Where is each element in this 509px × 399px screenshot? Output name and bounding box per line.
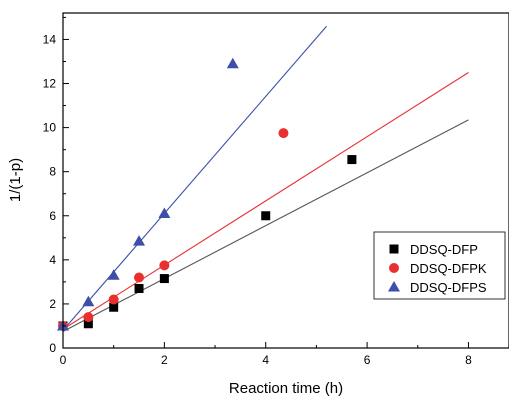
point-series-3-5 xyxy=(158,207,171,219)
point-series-2-2 xyxy=(83,312,94,323)
legend-marker-3 xyxy=(388,281,400,292)
y-tick-label: 4 xyxy=(49,253,56,267)
x-tick-label: 6 xyxy=(364,353,371,367)
plot-frame xyxy=(62,12,509,349)
axis-ticks xyxy=(62,16,469,349)
y-axis-label: 1/(1-p) xyxy=(7,158,24,202)
point-series-1-3 xyxy=(109,302,119,312)
x-tick-label: 2 xyxy=(161,353,168,367)
y-tick-label: 0 xyxy=(49,341,56,355)
legend-label-1: DDSQ-DFP xyxy=(410,242,478,257)
point-series-1-6 xyxy=(261,211,271,221)
x-tick-label: 4 xyxy=(262,353,269,367)
y-tick-label: 2 xyxy=(49,297,56,311)
point-series-1-7 xyxy=(347,155,357,165)
point-series-2-4 xyxy=(134,272,145,283)
tick-labels: 0 2 4 6 8 0 2 4 6 8 10 12 14 xyxy=(43,32,472,367)
y-tick-label: 10 xyxy=(43,121,57,135)
point-series-2-5 xyxy=(159,260,170,271)
point-series-1-2 xyxy=(83,319,93,329)
fit-line-3 xyxy=(62,25,327,331)
point-series-3-2 xyxy=(82,295,95,307)
legend: DDSQ-DFP DDSQ-DFPK DDSQ-DFPS xyxy=(373,231,506,300)
fit-line-2 xyxy=(62,72,469,330)
point-series-3-3 xyxy=(107,269,120,280)
y-tick-label: 6 xyxy=(49,209,56,223)
legend-marker-2 xyxy=(389,263,399,273)
x-tick-label: 8 xyxy=(465,353,472,367)
fit-lines xyxy=(62,25,469,332)
point-series-1-4 xyxy=(134,283,144,293)
fit-line-1 xyxy=(62,119,469,332)
x-axis-label: Reaction time (h) xyxy=(229,380,343,397)
legend-label-2: DDSQ-DFPK xyxy=(410,261,487,276)
legend-label-3: DDSQ-DFPS xyxy=(410,280,487,295)
point-series-2-3 xyxy=(108,294,119,305)
point-series-3-4 xyxy=(133,235,146,246)
legend-marker-1 xyxy=(389,244,399,254)
point-series-2-6 xyxy=(278,128,289,139)
point-series-3-6 xyxy=(226,57,239,69)
point-series-1-5 xyxy=(159,274,169,284)
data-markers xyxy=(57,57,357,331)
y-tick-label: 14 xyxy=(43,32,57,46)
y-tick-label: 8 xyxy=(49,165,56,179)
y-tick-label: 12 xyxy=(43,77,57,91)
x-tick-label: 0 xyxy=(60,353,67,367)
